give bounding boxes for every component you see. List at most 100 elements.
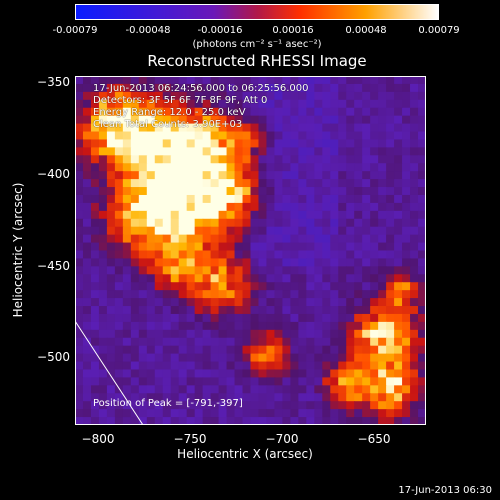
image-pixel <box>330 369 339 379</box>
image-pixel <box>282 361 291 371</box>
image-pixel <box>114 107 124 117</box>
image-pixel <box>306 250 315 260</box>
image-pixel <box>402 194 411 204</box>
image-pixel <box>178 337 188 347</box>
image-pixel <box>386 401 395 410</box>
image-pixel <box>186 210 196 220</box>
image-pixel <box>218 234 228 244</box>
image-pixel <box>258 258 268 267</box>
image-pixel <box>330 298 339 307</box>
image-pixel <box>90 147 100 156</box>
image-pixel <box>178 385 188 394</box>
image-pixel <box>354 417 363 425</box>
image-pixel <box>410 234 419 244</box>
image-pixel <box>218 274 228 283</box>
image-pixel <box>170 218 180 228</box>
image-pixel <box>282 218 291 228</box>
image-pixel <box>178 83 188 93</box>
image-pixel <box>266 321 276 331</box>
image-pixel <box>306 306 315 315</box>
image-pixel <box>418 202 426 212</box>
image-pixel <box>154 306 164 315</box>
image-pixel <box>250 329 260 339</box>
image-pixel <box>266 99 276 109</box>
image-pixel <box>394 99 403 109</box>
image-pixel <box>266 385 276 394</box>
image-pixel <box>130 393 140 402</box>
image-pixel <box>98 115 108 125</box>
image-pixel <box>290 250 299 260</box>
image-pixel <box>378 76 387 85</box>
image-pixel <box>386 115 395 125</box>
image-pixel <box>138 329 148 339</box>
image-pixel <box>306 313 315 323</box>
image-pixel <box>266 155 276 164</box>
image-pixel <box>370 345 379 355</box>
image-pixel <box>378 218 387 228</box>
image-pixel <box>138 131 148 141</box>
image-pixel <box>282 179 291 188</box>
image-pixel <box>258 76 268 85</box>
image-pixel <box>90 329 100 339</box>
image-pixel <box>378 179 387 188</box>
image-pixel <box>90 139 100 148</box>
image-pixel <box>314 107 323 117</box>
image-pixel <box>258 242 268 252</box>
image-pixel <box>394 83 403 93</box>
image-pixel <box>154 409 164 418</box>
image-pixel <box>338 313 347 323</box>
image-pixel <box>122 83 132 93</box>
image-pixel <box>138 321 148 331</box>
image-pixel <box>370 306 379 315</box>
image-pixel <box>75 306 84 315</box>
image-pixel <box>370 401 379 410</box>
image-pixel <box>98 353 108 363</box>
image-pixel <box>114 377 124 386</box>
image-pixel <box>242 83 252 93</box>
image-pixel <box>186 409 196 418</box>
image-pixel <box>290 147 299 156</box>
image-pixel <box>418 218 426 228</box>
image-pixel <box>234 321 244 331</box>
image-pixel <box>170 179 180 188</box>
image-pixel <box>402 242 411 252</box>
image-pixel <box>274 353 284 363</box>
image-pixel <box>138 155 148 164</box>
image-pixel <box>418 179 426 188</box>
image-pixel <box>186 369 196 379</box>
image-pixel <box>338 131 347 141</box>
image-pixel <box>218 171 228 180</box>
image-pixel <box>306 218 315 228</box>
image-pixel <box>338 282 347 291</box>
image-pixel <box>330 91 339 101</box>
image-pixel <box>290 401 299 410</box>
image-pixel <box>258 250 268 260</box>
image-pixel <box>330 242 339 252</box>
image-pixel <box>298 155 307 164</box>
image-pixel <box>378 226 387 236</box>
image-pixel <box>298 337 307 347</box>
image-pixel <box>266 123 276 133</box>
image-pixel <box>178 377 188 386</box>
image-pixel <box>370 194 379 204</box>
image-pixel <box>290 393 299 402</box>
image-pixel <box>210 242 220 252</box>
image-pixel <box>410 353 419 363</box>
image-pixel <box>218 401 228 410</box>
image-pixel <box>314 282 323 291</box>
image-pixel <box>122 298 132 307</box>
image-pixel <box>75 218 84 228</box>
image-pixel <box>250 218 260 228</box>
image-pixel <box>338 385 347 394</box>
image-pixel <box>282 282 291 291</box>
image-pixel <box>75 353 84 363</box>
image-pixel <box>98 242 108 252</box>
image-pixel <box>314 115 323 125</box>
image-pixel <box>354 385 363 394</box>
image-pixel <box>386 91 395 101</box>
image-pixel <box>202 353 212 363</box>
image-pixel <box>314 369 323 379</box>
image-pixel <box>346 107 355 117</box>
image-pixel <box>418 345 426 355</box>
image-pixel <box>322 417 331 425</box>
